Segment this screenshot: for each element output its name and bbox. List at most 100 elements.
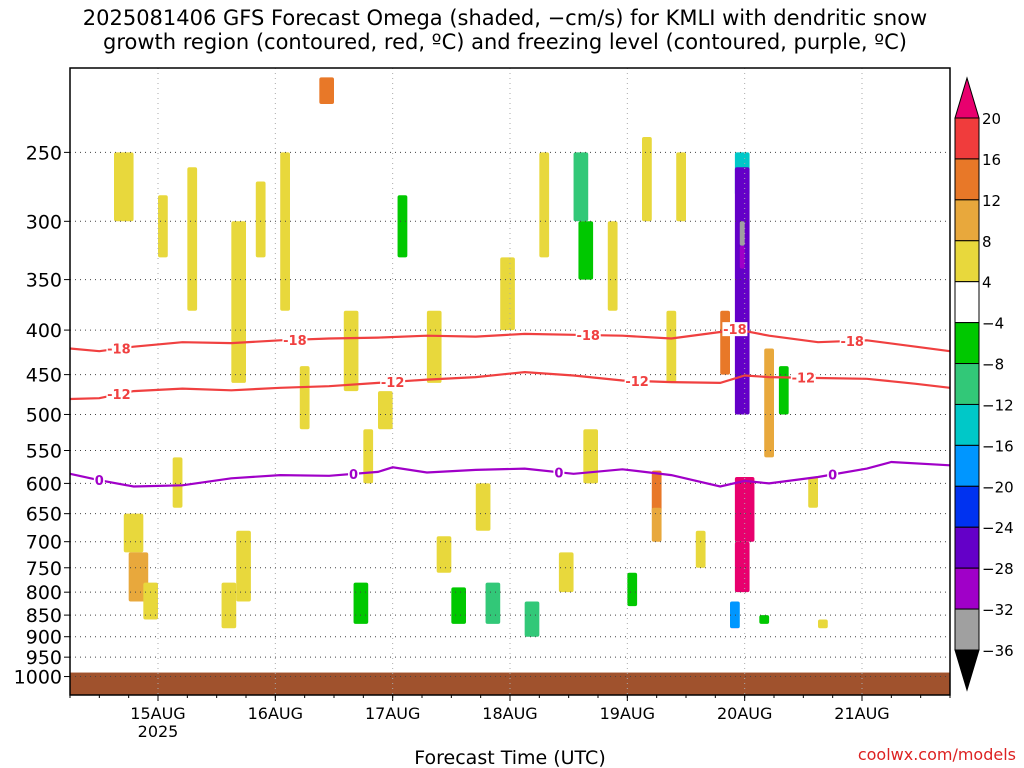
contour-label-bg	[282, 332, 308, 347]
contour-label: -18	[840, 335, 864, 350]
omega-cell	[475, 483, 491, 531]
omega-cell	[524, 601, 540, 637]
contour-label-bg	[106, 387, 132, 402]
omega-cell	[734, 477, 755, 542]
contour-label-bg	[827, 467, 839, 482]
x-tick-label: 16AUG	[248, 704, 303, 723]
omega-cell	[558, 552, 574, 593]
omega-cell	[734, 541, 750, 593]
omega-cell	[720, 628, 745, 658]
colorbar-label: 4	[982, 274, 992, 292]
contour-label: 0	[828, 469, 837, 484]
plot-frame	[69, 67, 951, 696]
chart-title: 2025081406 GFS Forecast Omega (shaded, −…	[0, 6, 1010, 54]
omega-cell	[769, 181, 779, 291]
omega-cell	[891, 268, 902, 291]
omega-cell	[426, 310, 442, 383]
omega-cell	[818, 619, 828, 629]
omega-cell	[725, 382, 735, 430]
colorbar-bottom-triangle	[954, 649, 980, 692]
colorbar-label: −24	[982, 519, 1014, 537]
omega-cell	[778, 366, 789, 415]
omega-cell	[676, 152, 686, 222]
y-tick-label: 700	[26, 532, 62, 554]
contour-line	[69, 370, 951, 401]
y-tick-label: 250	[26, 142, 62, 164]
omega-cell	[759, 615, 770, 624]
y-tick-label: 350	[26, 270, 62, 292]
colorbar-label: 8	[982, 233, 992, 251]
x-tick-sublabel: 2025	[138, 722, 179, 741]
colorbar-label: −12	[982, 396, 1014, 414]
contour-label: -18	[576, 329, 600, 344]
contour-label: 0	[95, 474, 104, 489]
omega-cell	[158, 195, 168, 258]
y-tick-label: 300	[26, 211, 62, 233]
colorbar-band	[954, 363, 980, 405]
omega-cell	[387, 457, 403, 514]
contour-label: -12	[792, 372, 816, 387]
colorbar-band	[954, 199, 980, 242]
y-tick-label: 800	[26, 582, 62, 604]
y-tick-label: 450	[26, 365, 62, 387]
omega-cell	[583, 429, 598, 484]
omega-cell	[666, 310, 677, 383]
omega-cell	[123, 513, 144, 553]
omega-cell	[720, 120, 730, 246]
omega-cell	[236, 530, 251, 602]
omega-cell	[764, 348, 774, 458]
omega-cell	[510, 501, 525, 542]
colorbar-label: −4	[982, 315, 1004, 333]
omega-cell	[539, 152, 550, 258]
omega-cell	[324, 483, 334, 542]
omega-cell	[309, 136, 320, 222]
contour-label: -18	[723, 323, 747, 338]
colorbar-band	[954, 485, 980, 528]
contour-label: -18	[283, 334, 307, 349]
y-tick-label: 950	[26, 647, 62, 669]
omega-cell	[436, 536, 452, 573]
omega-cell	[500, 257, 515, 331]
omega-cell	[485, 582, 501, 624]
contour-label-bg	[839, 333, 865, 348]
contour-label: -12	[625, 375, 649, 390]
omega-cell	[397, 195, 408, 258]
colorbar-label: −16	[982, 437, 1014, 455]
omega-cell	[378, 391, 393, 430]
plot-area: -18 -18 -18 -18 -18 -12 -12 -12 -12 0 0 0 0 250 300 350…	[14, 67, 951, 768]
omega-cell	[206, 429, 222, 484]
contour-label-bg	[93, 473, 105, 488]
contour-label-bg	[348, 466, 360, 481]
contour-label-bg	[722, 322, 748, 337]
omega-cell	[172, 457, 183, 508]
x-tick-label: 20AUG	[717, 704, 772, 723]
colorbar-label: −8	[982, 356, 1004, 374]
contour-label-bg	[106, 341, 132, 356]
omega-cell	[265, 495, 281, 542]
colorbar-label: −32	[982, 601, 1014, 619]
omega-cell	[617, 507, 628, 542]
omega-cell	[451, 587, 466, 624]
y-tick-label: 500	[26, 404, 62, 426]
omega-cell	[549, 374, 564, 430]
omega-cell	[739, 221, 745, 246]
omega-cell	[808, 477, 818, 508]
omega-cell	[143, 382, 158, 437]
colorbar-band	[954, 158, 980, 201]
colorbar-band	[954, 403, 980, 446]
contour-label: 0	[554, 466, 563, 481]
omega-cell	[143, 582, 158, 620]
x-tick-label: 17AUG	[365, 704, 420, 723]
omega-cell	[720, 310, 730, 375]
y-tick-label: 600	[26, 473, 62, 495]
y-tick-label: 550	[26, 441, 62, 463]
omega-cell	[798, 221, 809, 269]
title-line-2: growth region (contoured, red, ºC) and f…	[103, 30, 907, 54]
omega-cell	[627, 572, 638, 607]
omega-cell	[734, 167, 750, 415]
omega-cell	[343, 310, 359, 392]
omega-cell	[695, 530, 706, 568]
colorbar-band	[954, 281, 980, 324]
omega-cell	[578, 221, 594, 280]
